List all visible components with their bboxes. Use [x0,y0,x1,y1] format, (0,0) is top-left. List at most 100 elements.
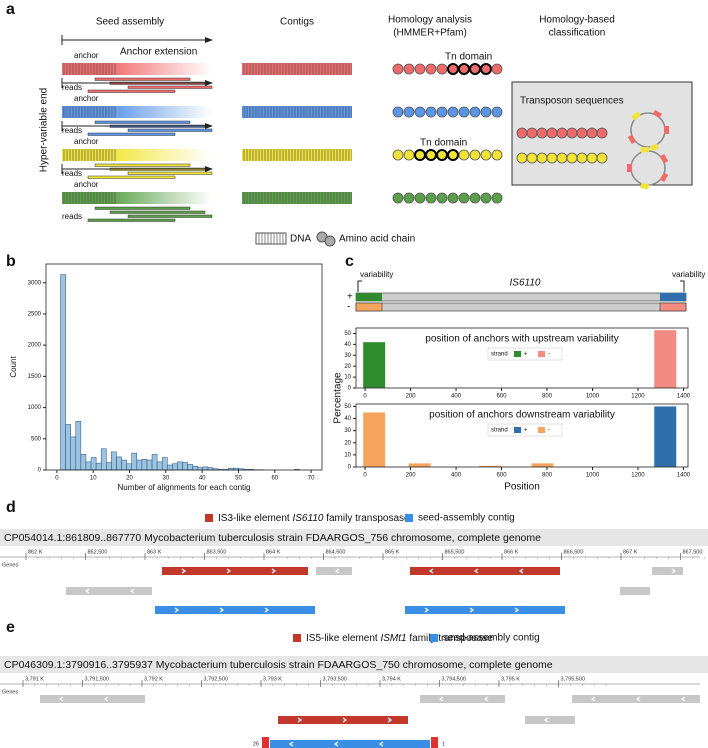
bar [363,342,386,388]
panel-label: d [6,499,16,516]
arrow-head [205,37,213,43]
anchor-minus [355,302,383,312]
amino-acid [480,106,492,118]
anchor-label: anchor [74,180,99,189]
y-tick-label: 50 [344,331,351,337]
gene-arrow [424,607,430,613]
histogram-bar [141,459,148,471]
legend-part: family transposase [326,513,410,524]
legend-part: IS6110 [292,513,323,524]
anchor-minus [659,302,687,312]
anchor-plus [356,293,382,301]
ruler-label: 3,792,500 [204,676,228,682]
gene-arrow [543,717,549,723]
x-tick-label: 10 [90,476,97,482]
variability-arrow [680,280,685,292]
contig-end-label: 26 [253,741,259,747]
x-tick-label: 20 [126,476,133,482]
column-header: Contigs [280,17,314,28]
gene [652,567,683,575]
amino-acid [414,106,426,118]
x-tick-label: 0 [363,473,367,479]
legend-swatch [514,351,521,357]
ruler-label: 867 K [623,549,638,555]
ruler-label: 3,792 K [144,676,163,682]
read [94,163,191,167]
side-label: Hyper-variable end [39,88,50,173]
amino-acid [458,106,470,118]
strand-label: + [347,292,353,303]
read [127,214,213,218]
y-tick-label: 1500 [28,374,42,380]
genome-title: CP054014.1:861809..867770 Mycobacterium … [4,532,541,544]
y-axis-label: Count [9,356,18,378]
amino-acid [392,63,404,75]
reads-label: reads [62,169,82,178]
title-bar [0,656,708,673]
x-tick-label: 600 [497,473,508,479]
plasmid-element [631,111,641,121]
histogram-bar [116,456,122,471]
gene-arrow [84,588,90,594]
column-header: Seed assembly [96,17,164,28]
legend-part: family transposase [409,633,493,644]
histogram-bar [182,462,188,471]
x-axis-label: Position [504,482,540,493]
amino-acid [596,127,608,139]
plasmid-element [649,143,659,152]
amino-acid [516,152,528,164]
histogram-bar [187,464,193,471]
histogram-bar [106,462,112,471]
bar [654,406,677,467]
domain-label: Tn domain [420,138,467,149]
read [94,77,191,81]
gene-arrow [334,568,340,574]
amino-acid [447,106,459,118]
amino-acid [526,152,538,164]
amino-acid [392,192,404,204]
legend-label: + [524,352,528,358]
amino-acid [491,192,503,204]
ruler-label: 3,793 K [263,676,282,682]
x-tick-label: 400 [451,394,462,400]
legend-title: strand [491,428,508,434]
ruler-label: 863 K [147,549,162,555]
contig-end-label: 1 [442,741,445,747]
histogram-bar [121,459,127,471]
amino-acid [536,152,548,164]
histogram-bar [85,461,92,471]
arrow-head [205,166,213,172]
histogram-bar [80,454,87,471]
gene-arrow [333,741,339,747]
gene [278,716,408,724]
histogram-bar [131,452,138,471]
histogram-bar [151,454,158,471]
column-header: Homology analysis [388,15,472,26]
bar [408,463,431,467]
ruler-label: 3,795,500 [561,676,585,682]
legend-text: Amino acid chain [339,234,415,245]
element-label: IS6110 [510,278,541,289]
y-tick-label: 30 [344,428,351,434]
column-header: classification [549,28,606,39]
amino-acid [414,63,426,75]
histogram-bar [65,424,71,471]
y-tick-label: 3000 [28,280,42,286]
strand-label: - [347,302,350,313]
gene-arrow [129,588,135,594]
contig-end [262,737,269,748]
amino-acid [403,63,415,75]
column-header: Homology-based [539,15,615,26]
variability-label: variability [360,270,393,279]
gene-arrow [219,607,225,613]
plasmid-element [659,154,669,164]
amino-acid [436,106,448,118]
ruler-label: 3,795 K [501,676,520,682]
amino-acid [556,152,568,164]
read [94,206,191,210]
histogram-bar [126,463,132,471]
anchor-hatch [62,106,117,118]
histogram-bar [161,457,168,471]
gene-arrow [181,568,187,574]
